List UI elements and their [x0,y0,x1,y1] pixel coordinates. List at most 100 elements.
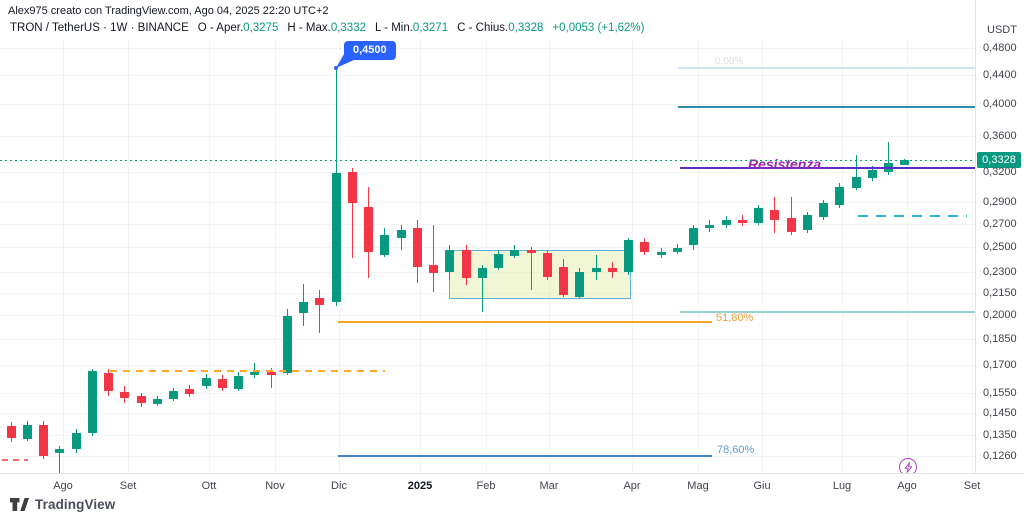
candle [185,388,195,394]
hline-fib-78-60[interactable] [338,454,712,457]
time-tick-label: Giu [753,480,771,492]
gridline-vertical [209,40,210,473]
candle [6,425,16,438]
candle [835,187,845,206]
price-axis[interactable]: USDT 0,3328 0,4800 0,4400 0,4000 0,3600 0,32… [975,0,1024,473]
time-tick-label: Mar [539,480,559,492]
gridline-horizontal [0,103,975,105]
price-tick-label: 0,3600 [983,129,1017,142]
hline-dashed-cyan[interactable] [858,214,967,217]
candle [510,250,520,257]
candle-wick [888,142,889,176]
gridline-horizontal [0,201,975,203]
candle-wick [481,265,483,313]
candle [71,432,81,449]
candle [754,208,763,224]
candle [152,398,162,404]
candle [721,220,731,226]
time-tick-label: Dic [331,480,347,492]
hline-dashed-red[interactable] [2,458,28,461]
candle-wick [59,445,61,476]
time-tick-label: Set [119,480,137,492]
price-tick-label: 0,2150 [983,287,1017,299]
hline-label-fib-0[interactable]: 0,00% [715,56,744,67]
gridline-horizontal [0,171,975,173]
hline-label-fib-78-60[interactable]: 78,60% [717,443,755,456]
candle [250,371,260,375]
candle [851,177,861,189]
hline-fib-51-80[interactable] [338,320,712,323]
candle [396,230,406,239]
candle [689,228,698,246]
time-axis[interactable]: Ago Set Ott Nov Dic 2025 Feb Mar Apr Mag Giu Lug Ago… [0,473,1024,501]
hline-dashed-orange[interactable] [110,369,385,372]
candle [104,372,113,391]
candle-wick [790,197,792,236]
gridline-vertical [63,40,64,473]
hline-fib-0[interactable] [678,67,975,69]
candle [266,371,276,375]
candle-wick [351,168,353,259]
consolidation-box[interactable] [449,250,631,300]
price-tick-label: 0,1260 [983,449,1017,462]
candle [575,271,585,297]
current-price-badge: 0,3328 [977,151,1021,168]
hline-level-0400[interactable] [678,105,975,108]
candle [900,159,910,165]
candle [315,297,325,305]
candle [55,448,65,453]
price-tick-label: 0,1450 [983,407,1017,420]
time-tick-label: Mag [687,480,709,492]
candle [136,395,146,404]
gridline-horizontal [0,434,975,436]
price-tick-label: 0,4800 [983,42,1017,54]
candle [87,370,97,433]
hline-level-0200[interactable] [680,311,975,313]
candle [526,250,536,254]
candle [867,170,877,179]
candle [22,424,32,439]
candle [607,268,617,273]
candle [640,242,650,253]
time-tick-label: Nov [265,480,285,492]
price-tick-label: 0,1700 [983,358,1017,371]
candle [737,220,747,224]
tradingview-logo[interactable]: TradingView [10,497,115,512]
gridline-horizontal [0,315,975,316]
time-tick-label: Lug [832,480,852,492]
candle [591,268,601,273]
price-tick-label: 0,2000 [983,309,1017,321]
time-tick-label: Set [963,480,981,492]
gridline-horizontal [0,74,975,76]
gridline-horizontal [0,293,975,294]
hline-resistenza[interactable] [680,166,975,169]
candle-wick [319,290,321,334]
tradingview-logo-icon [10,498,29,511]
chart-plot-area[interactable]: 0,00% Resistenza 51,80% 78,60% 0,4500 [0,0,975,476]
candle [786,218,796,233]
candle [331,173,341,303]
symbol-name: TRON / TetherUS · 1W · BINANCE [10,22,189,34]
gridline-horizontal [0,392,975,394]
price-tick-label: 0,2700 [983,217,1017,230]
price-tick-label: 0,2500 [983,241,1017,253]
lightning-bolt-glyph [904,461,912,473]
tradingview-logo-text: TradingView [35,497,116,512]
price-change: +0,0053 (+1,62%) [552,22,645,34]
ohlc-low: L - Min.0,3271 [375,22,449,34]
symbol-legend[interactable]: TRON / TetherUS · 1W · BINANCE O - Aper.… [10,22,645,34]
candle [299,301,308,314]
ohlc-close: C - Chius.0,3328 [457,22,544,34]
gridline-horizontal [0,272,975,274]
hline-label-resistenza[interactable]: Resistenza [748,155,822,172]
candle [445,250,455,273]
chart-watermark: Alex975 creato con TradingView.com, Ago … [8,5,329,17]
price-callout-label[interactable]: 0,4500 [344,40,396,60]
candle [542,253,552,278]
candle [802,215,812,231]
candle [201,377,211,386]
gridline-vertical [698,40,699,473]
hline-label-fib-51-80[interactable]: 51,80% [716,311,754,324]
time-tick-label: 2025 [407,480,433,492]
candle [672,248,682,253]
